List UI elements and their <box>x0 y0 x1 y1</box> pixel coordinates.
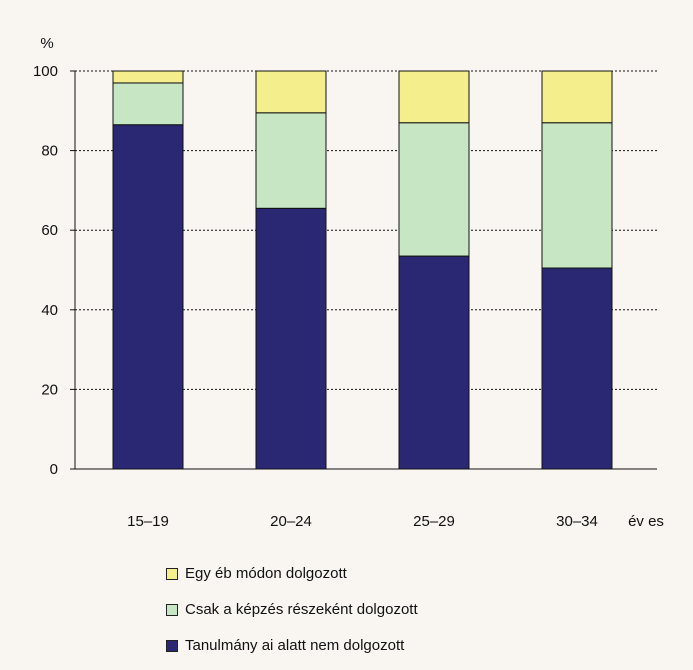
legend-swatch-other-work <box>166 567 178 580</box>
bar-segment-20–24-series-2 <box>255 70 327 114</box>
legend-swatch-not-worked <box>166 639 178 652</box>
legend-label-training-only: Csak a képzés részeként dolgozott <box>185 601 418 618</box>
y-tick-label-20: 20 <box>41 381 58 398</box>
legend-item-not-worked: Tanulmány ai alatt nem dolgozott <box>166 634 418 657</box>
bar-segment-20–24-series-1 <box>255 112 327 209</box>
y-tick-label-0: 0 <box>50 461 58 478</box>
bar-layer <box>112 70 613 470</box>
x-tick-label-0: 15–19 <box>127 513 169 530</box>
legend-swatch-training-only <box>166 603 178 616</box>
bar-segment-25–29-series-1 <box>398 122 470 257</box>
y-tick-label-80: 80 <box>41 143 58 160</box>
bar-segment-20–24-series-0 <box>255 207 327 470</box>
legend: Egy éb módon dolgozott Csak a képzés rés… <box>166 562 418 670</box>
bar-segment-30–34-series-0 <box>541 267 613 470</box>
legend-label-not-worked: Tanulmány ai alatt nem dolgozott <box>185 637 405 654</box>
y-tick-label-40: 40 <box>41 302 58 319</box>
y-tick-label-100: 100 <box>33 63 58 80</box>
axis-layer <box>70 70 657 470</box>
legend-item-other-work: Egy éb módon dolgozott <box>166 562 418 585</box>
y-tick-label-60: 60 <box>41 222 58 239</box>
legend-item-training-only: Csak a képzés részeként dolgozott <box>166 598 418 621</box>
bar-segment-30–34-series-2 <box>541 70 613 124</box>
legend-label-other-work: Egy éb módon dolgozott <box>185 565 347 582</box>
bar-segment-15–19-series-2 <box>112 70 184 84</box>
bar-segment-25–29-series-0 <box>398 255 470 470</box>
x-tick-label-3: 30–34 <box>556 513 598 530</box>
x-tick-label-1: 20–24 <box>270 513 312 530</box>
bar-segment-25–29-series-2 <box>398 70 470 124</box>
bar-segment-15–19-series-0 <box>112 124 184 470</box>
bar-segment-30–34-series-1 <box>541 122 613 269</box>
x-tick-label-2: 25–29 <box>413 513 455 530</box>
x-axis-unit-label: év es <box>628 513 664 530</box>
y-axis-unit-label: % <box>40 35 53 52</box>
bar-segment-15–19-series-1 <box>112 82 184 126</box>
label-layer: 0 20 40 60 80 100% 15–19 20–24 25–29 30–34 év es <box>33 35 664 530</box>
